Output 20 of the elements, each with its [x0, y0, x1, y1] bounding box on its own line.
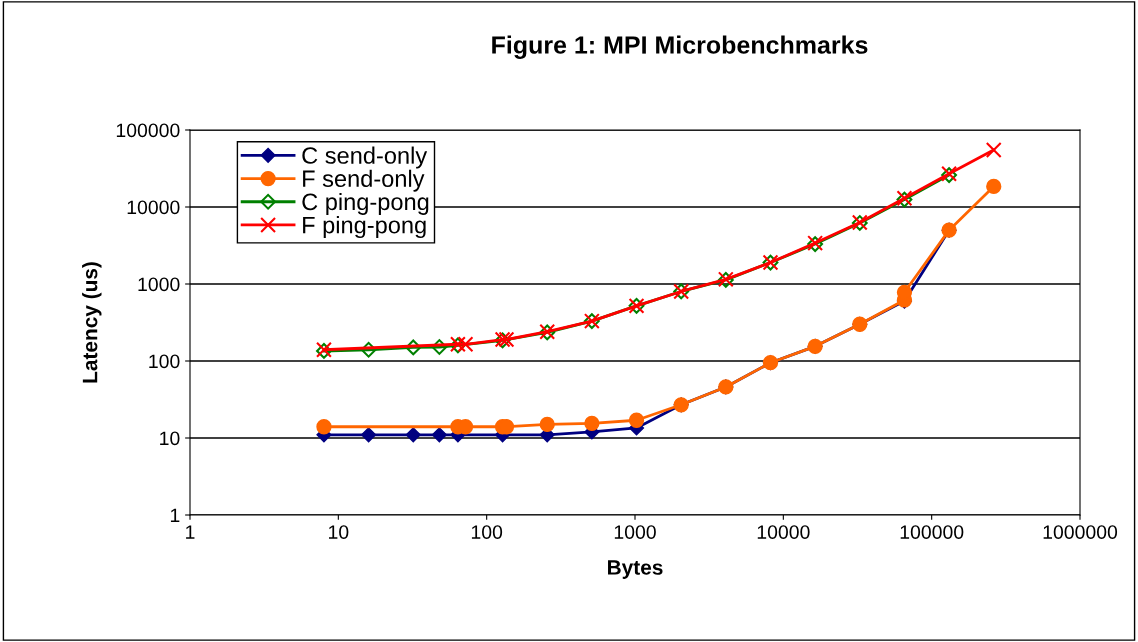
x-axis-title: Bytes: [608, 560, 663, 579]
chart-title: Figure 1: MPI Microbenchmarks: [492, 35, 868, 59]
x-tick-label: 10000: [757, 525, 810, 539]
legend-label: F ping-pong: [303, 216, 426, 239]
y-tick-label: 10000: [127, 200, 180, 215]
y-tick-label: 1: [170, 508, 180, 523]
x-tick-label: 1: [186, 525, 195, 539]
y-axis-title: Latency (us): [82, 262, 102, 383]
legend-label: F send-only: [303, 169, 425, 192]
x-tick-label: 1000: [614, 525, 656, 539]
x-tick-label: 10: [329, 525, 349, 539]
legend-label: C ping-pong: [302, 192, 429, 215]
y-tick-label: 1000: [138, 277, 180, 292]
x-tick-label: 1000000: [1043, 525, 1118, 539]
x-tick-label: 100: [471, 525, 503, 539]
y-tick-label: 10: [160, 431, 180, 446]
legend-label: C send-only: [302, 146, 428, 169]
y-tick-label: 100: [149, 354, 180, 369]
x-tick-label: 100000: [900, 525, 964, 539]
y-tick-label: 100000: [116, 123, 180, 138]
